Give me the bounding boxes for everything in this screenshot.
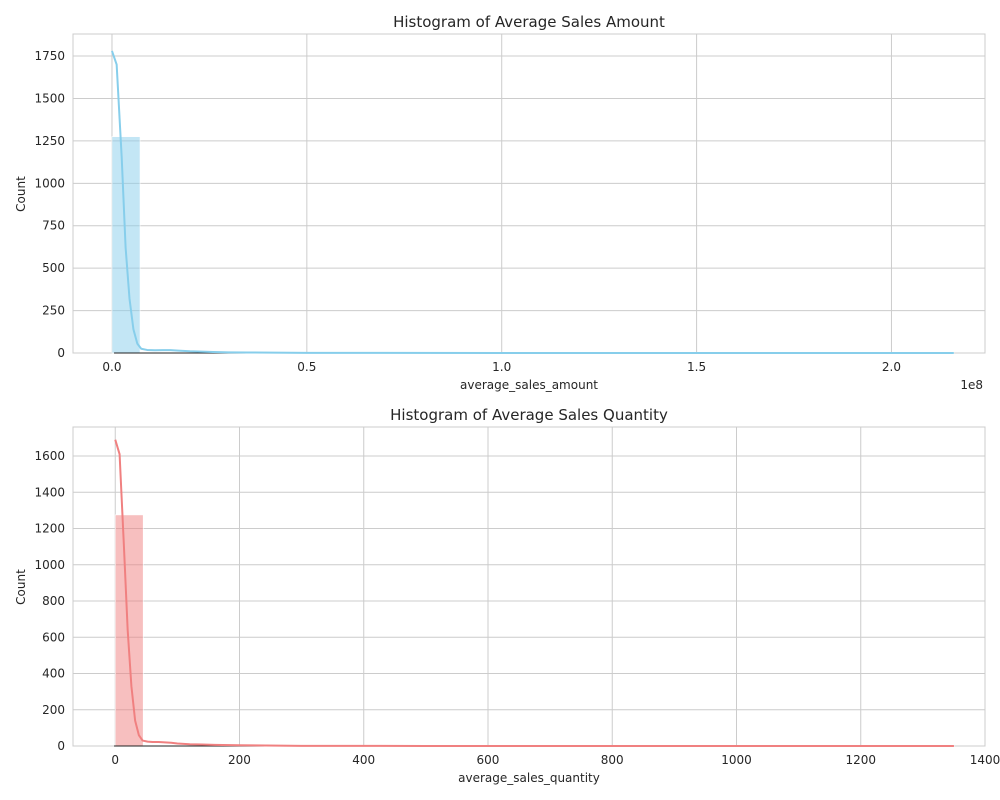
x-axis-label: average_sales_quantity xyxy=(458,771,600,785)
y-axis-label: Count xyxy=(14,176,28,212)
y-tick-label: 0 xyxy=(57,739,65,753)
y-tick-label: 1500 xyxy=(34,91,65,105)
y-axis-label: Count xyxy=(14,569,28,605)
y-tick-label: 0 xyxy=(57,346,65,360)
kde-curve xyxy=(111,50,954,354)
kde-line xyxy=(111,50,954,354)
quantity-histogram-plot: 0 200 400 600 800 1000 1200 1400 0 200 400 600 800 1… xyxy=(14,406,1000,785)
plot-area xyxy=(72,33,986,354)
chart-title: Histogram of Average Sales Amount xyxy=(393,13,665,31)
amount-histogram-plot: 0.0 0.5 1.0 1.5 2.0 0 250 500 750 1000 1250 1500 17… xyxy=(14,13,986,392)
y-tick-label: 1750 xyxy=(34,49,65,63)
y-tick-label: 400 xyxy=(42,667,65,681)
x-tick-labels: 0 200 400 600 800 1000 1200 1400 xyxy=(111,753,1000,767)
gridlines xyxy=(73,427,986,747)
y-tick-label: 250 xyxy=(42,304,65,318)
x-tick-label: 600 xyxy=(477,753,500,767)
y-tick-label: 600 xyxy=(42,630,65,644)
x-tick-label: 0.0 xyxy=(102,360,121,374)
y-tick-label: 1000 xyxy=(34,558,65,572)
y-tick-label: 500 xyxy=(42,261,65,275)
x-tick-label: 1.5 xyxy=(687,360,706,374)
x-tick-labels: 0.0 0.5 1.0 1.5 2.0 xyxy=(102,360,901,374)
y-tick-label: 200 xyxy=(42,703,65,717)
histogram-bars xyxy=(114,514,955,747)
y-tick-labels: 0 250 500 750 1000 1250 1500 1750 xyxy=(34,49,65,360)
y-tick-labels: 0 200 400 600 800 1000 1200 1400 1600 xyxy=(34,449,65,753)
x-tick-label: 1000 xyxy=(721,753,752,767)
chart-title: Histogram of Average Sales Quantity xyxy=(390,406,668,424)
x-tick-label: 2.0 xyxy=(882,360,901,374)
kde-line xyxy=(114,439,954,747)
x-tick-label: 200 xyxy=(228,753,251,767)
y-tick-label: 1600 xyxy=(34,449,65,463)
x-axis-offset-label: 1e8 xyxy=(960,378,983,392)
kde-curve xyxy=(114,439,954,747)
x-tick-label: 0 xyxy=(111,753,119,767)
y-tick-label: 1400 xyxy=(34,485,65,499)
y-tick-label: 1250 xyxy=(34,134,65,148)
y-tick-label: 1200 xyxy=(34,522,65,536)
y-tick-label: 750 xyxy=(42,219,65,233)
x-tick-label: 0.5 xyxy=(297,360,316,374)
x-tick-label: 1.0 xyxy=(492,360,511,374)
x-tick-label: 800 xyxy=(601,753,624,767)
y-tick-label: 1000 xyxy=(34,176,65,190)
x-tick-label: 1400 xyxy=(970,753,1000,767)
x-tick-label: 1200 xyxy=(845,753,876,767)
histogram-bar xyxy=(114,514,144,747)
x-tick-label: 400 xyxy=(352,753,375,767)
x-axis-label: average_sales_amount xyxy=(460,378,598,392)
plot-area xyxy=(72,426,986,747)
y-tick-label: 800 xyxy=(42,594,65,608)
